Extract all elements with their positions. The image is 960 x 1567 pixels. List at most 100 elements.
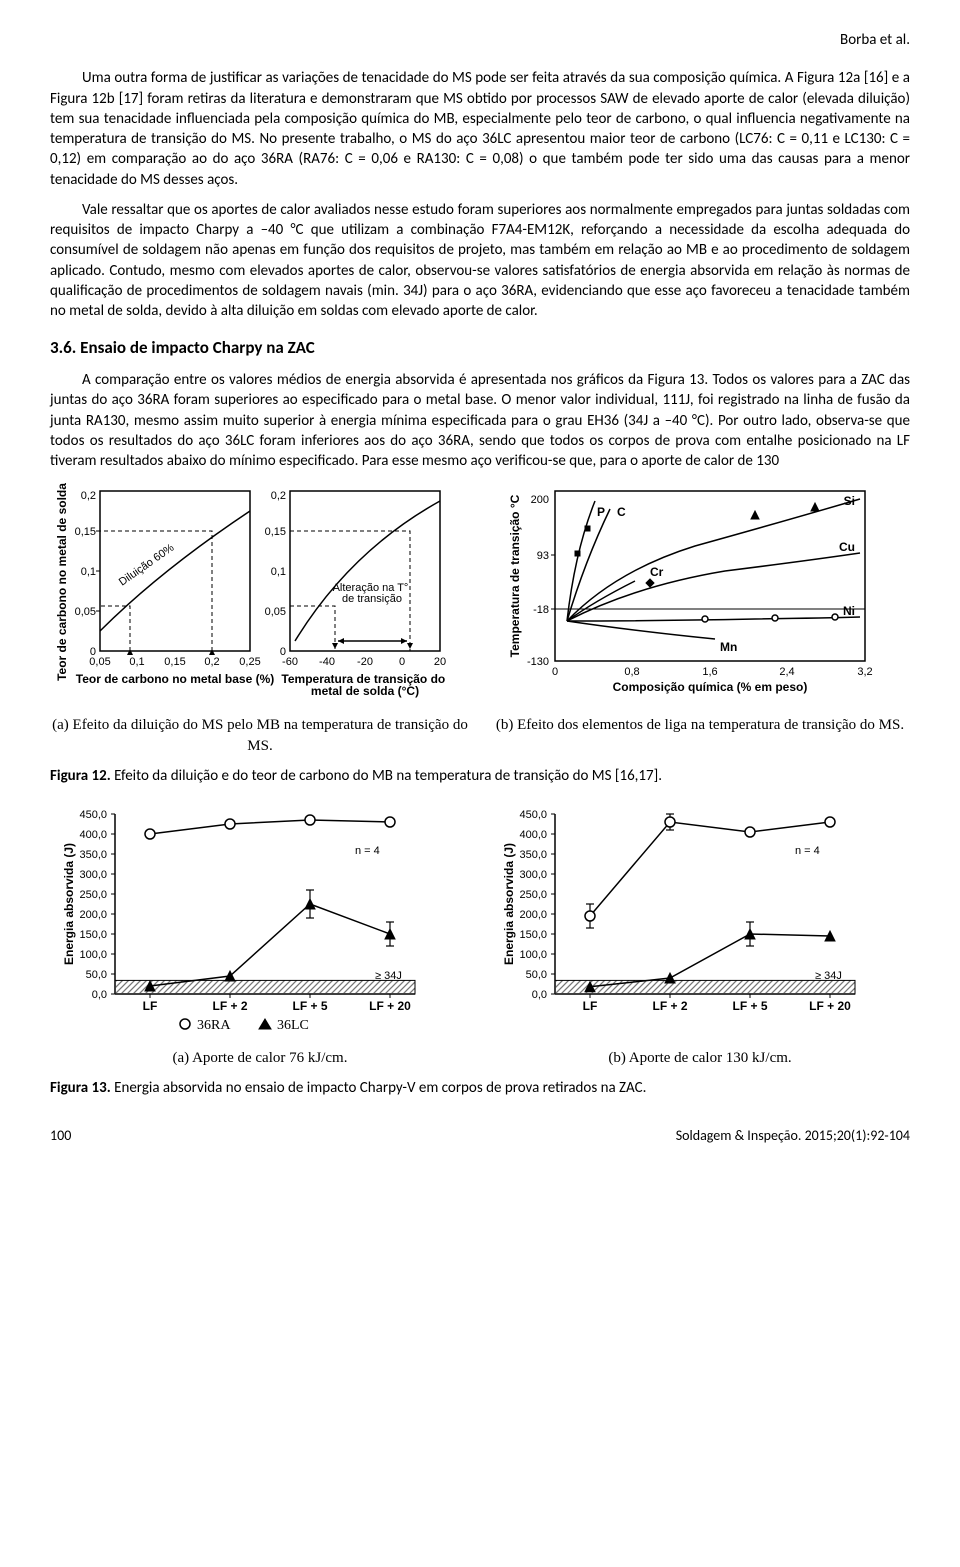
svg-text:0,1: 0,1 (129, 656, 144, 668)
svg-text:450,0: 450,0 (79, 809, 107, 821)
svg-text:0,0: 0,0 (92, 989, 107, 1001)
svg-text:Teor de carbono no metal base: Teor de carbono no metal base (%) (76, 672, 274, 686)
svg-text:0: 0 (399, 656, 405, 668)
svg-text:3,2: 3,2 (857, 666, 872, 678)
svg-text:1,6: 1,6 (702, 666, 717, 678)
svg-text:350,0: 350,0 (79, 849, 107, 861)
svg-text:36RA: 36RA (197, 1018, 231, 1033)
svg-text:0,15: 0,15 (164, 656, 185, 668)
svg-text:100,0: 100,0 (79, 949, 107, 961)
svg-text:350,0: 350,0 (519, 849, 547, 861)
svg-text:Composição química (% em peso): Composição química (% em peso) (613, 680, 808, 694)
svg-text:300,0: 300,0 (519, 869, 547, 881)
svg-text:n = 4: n = 4 (795, 845, 820, 857)
journal-ref: Soldagem & Inspeção. 2015;20(1):92-104 (676, 1127, 910, 1146)
svg-text:-40: -40 (319, 656, 335, 668)
figure-12a-cell: 0 0,05 0,1 0,15 0,2 0,05 0,1 0,15 0,2 0,… (50, 481, 470, 756)
svg-text:0,05: 0,05 (89, 656, 110, 668)
svg-text:200: 200 (531, 494, 549, 506)
svg-text:P: P (597, 505, 605, 519)
svg-text:≥ 34J: ≥ 34J (375, 970, 402, 982)
svg-text:93: 93 (537, 550, 549, 562)
svg-text:LF: LF (143, 999, 158, 1013)
figure-13-row: 0,0 50,0 100,0 150,0 200,0 250,0 300,0 350,0 400… (50, 804, 910, 1068)
svg-text:Energia absorvida (J): Energia absorvida (J) (62, 843, 76, 965)
svg-text:400,0: 400,0 (519, 829, 547, 841)
figure-12b-cell: -130 -18 93 200 0 0,8 1,6 2,4 3,2 (490, 481, 910, 756)
svg-text:0,25: 0,25 (239, 656, 260, 668)
svg-text:-20: -20 (357, 656, 373, 668)
svg-text:0,1: 0,1 (271, 566, 286, 578)
svg-text:250,0: 250,0 (519, 889, 547, 901)
svg-text:100,0: 100,0 (519, 949, 547, 961)
svg-text:n = 4: n = 4 (355, 845, 380, 857)
svg-text:50,0: 50,0 (86, 969, 107, 981)
section-3-6-title: 3.6. Ensaio de impacto Charpy na ZAC (50, 337, 910, 360)
figure-12a-subcaption: (a) Efeito da diluição do MS pelo MB na … (50, 715, 470, 756)
svg-text:LF: LF (583, 999, 598, 1013)
svg-text:-18: -18 (533, 604, 549, 616)
svg-text:Temperatura de transição do: Temperatura de transição do metal de sol… (281, 672, 448, 698)
svg-text:0: 0 (552, 666, 558, 678)
svg-text:300,0: 300,0 (79, 869, 107, 881)
figure-13-caption: Figura 13. Energia absorvida no ensaio d… (50, 1078, 910, 1098)
figure-12b-svg: -130 -18 93 200 0 0,8 1,6 2,4 3,2 (500, 481, 900, 711)
svg-text:LF + 2: LF + 2 (212, 999, 247, 1013)
section-3-6-body: A comparação entre os valores médios de … (50, 370, 910, 471)
svg-text:0,05: 0,05 (265, 606, 286, 618)
svg-text:450,0: 450,0 (519, 809, 547, 821)
svg-text:LF + 2: LF + 2 (652, 999, 687, 1013)
figure-13b-cell: 0,0 50,0 100,0 150,0 200,0 250,0 300,0 350,0 400… (490, 804, 910, 1068)
svg-text:C: C (617, 505, 626, 519)
page-footer: 100 Soldagem & Inspeção. 2015;20(1):92-1… (50, 1127, 910, 1146)
svg-text:50,0: 50,0 (526, 969, 547, 981)
svg-text:400,0: 400,0 (79, 829, 107, 841)
svg-text:Mn: Mn (720, 640, 737, 654)
paragraph-1: Uma outra forma de justificar as variaçõ… (50, 68, 910, 190)
svg-text:Teor de carbono no metal de so: Teor de carbono no metal de solda (%) (55, 481, 69, 681)
svg-text:0,2: 0,2 (81, 490, 96, 502)
figure-13a-svg: 0,0 50,0 100,0 150,0 200,0 250,0 300,0 350,0 400… (55, 804, 465, 1044)
svg-text:≥ 34J: ≥ 34J (815, 970, 842, 982)
svg-text:36LC: 36LC (277, 1018, 309, 1033)
svg-text:Cu: Cu (839, 540, 855, 554)
svg-text:LF + 5: LF + 5 (292, 999, 327, 1013)
page-header-author: Borba et al. (50, 30, 910, 50)
svg-text:200,0: 200,0 (79, 909, 107, 921)
svg-text:Temperatura de transição °C: Temperatura de transição °C (508, 495, 522, 658)
svg-text:Cr: Cr (650, 565, 664, 579)
svg-text:0,2: 0,2 (204, 656, 219, 668)
figure-13a-cell: 0,0 50,0 100,0 150,0 200,0 250,0 300,0 350,0 400… (50, 804, 470, 1068)
svg-text:Energia absorvida (J): Energia absorvida (J) (502, 843, 516, 965)
svg-text:0,15: 0,15 (265, 526, 286, 538)
svg-text:Si: Si (844, 494, 855, 508)
svg-text:150,0: 150,0 (79, 929, 107, 941)
svg-text:LF + 20: LF + 20 (369, 999, 411, 1013)
figure-12a-svg: 0 0,05 0,1 0,15 0,2 0,05 0,1 0,15 0,2 0,… (50, 481, 470, 711)
svg-text:0,15: 0,15 (75, 526, 96, 538)
svg-text:200,0: 200,0 (519, 909, 547, 921)
svg-text:2,4: 2,4 (779, 666, 794, 678)
svg-text:Alteração na T° de t: Alteração na T° de transição (333, 582, 412, 605)
svg-text:150,0: 150,0 (519, 929, 547, 941)
svg-text:Diluição 60%: Diluição 60% (117, 542, 177, 589)
svg-text:-130: -130 (527, 656, 549, 668)
svg-text:0,2: 0,2 (271, 490, 286, 502)
svg-text:LF + 20: LF + 20 (809, 999, 851, 1013)
svg-text:Ni: Ni (843, 604, 855, 618)
figure-13a-subcaption: (a) Aporte de calor 76 kJ/cm. (50, 1048, 470, 1068)
svg-text:0,05: 0,05 (75, 606, 96, 618)
svg-text:LF + 5: LF + 5 (732, 999, 767, 1013)
svg-text:250,0: 250,0 (79, 889, 107, 901)
page-number: 100 (50, 1127, 71, 1146)
svg-text:0,0: 0,0 (532, 989, 547, 1001)
svg-text:0,8: 0,8 (624, 666, 639, 678)
svg-text:-60: -60 (282, 656, 298, 668)
figure-13b-svg: 0,0 50,0 100,0 150,0 200,0 250,0 300,0 350,0 400… (495, 804, 905, 1044)
svg-text:20: 20 (434, 656, 446, 668)
paragraph-2: Vale ressaltar que os aportes de calor a… (50, 200, 910, 322)
svg-text:0,1: 0,1 (81, 566, 96, 578)
figure-12-row: 0 0,05 0,1 0,15 0,2 0,05 0,1 0,15 0,2 0,… (50, 481, 910, 756)
figure-13b-subcaption: (b) Aporte de calor 130 kJ/cm. (490, 1048, 910, 1068)
figure-12-caption: Figura 12. Efeito da diluição e do teor … (50, 766, 910, 786)
